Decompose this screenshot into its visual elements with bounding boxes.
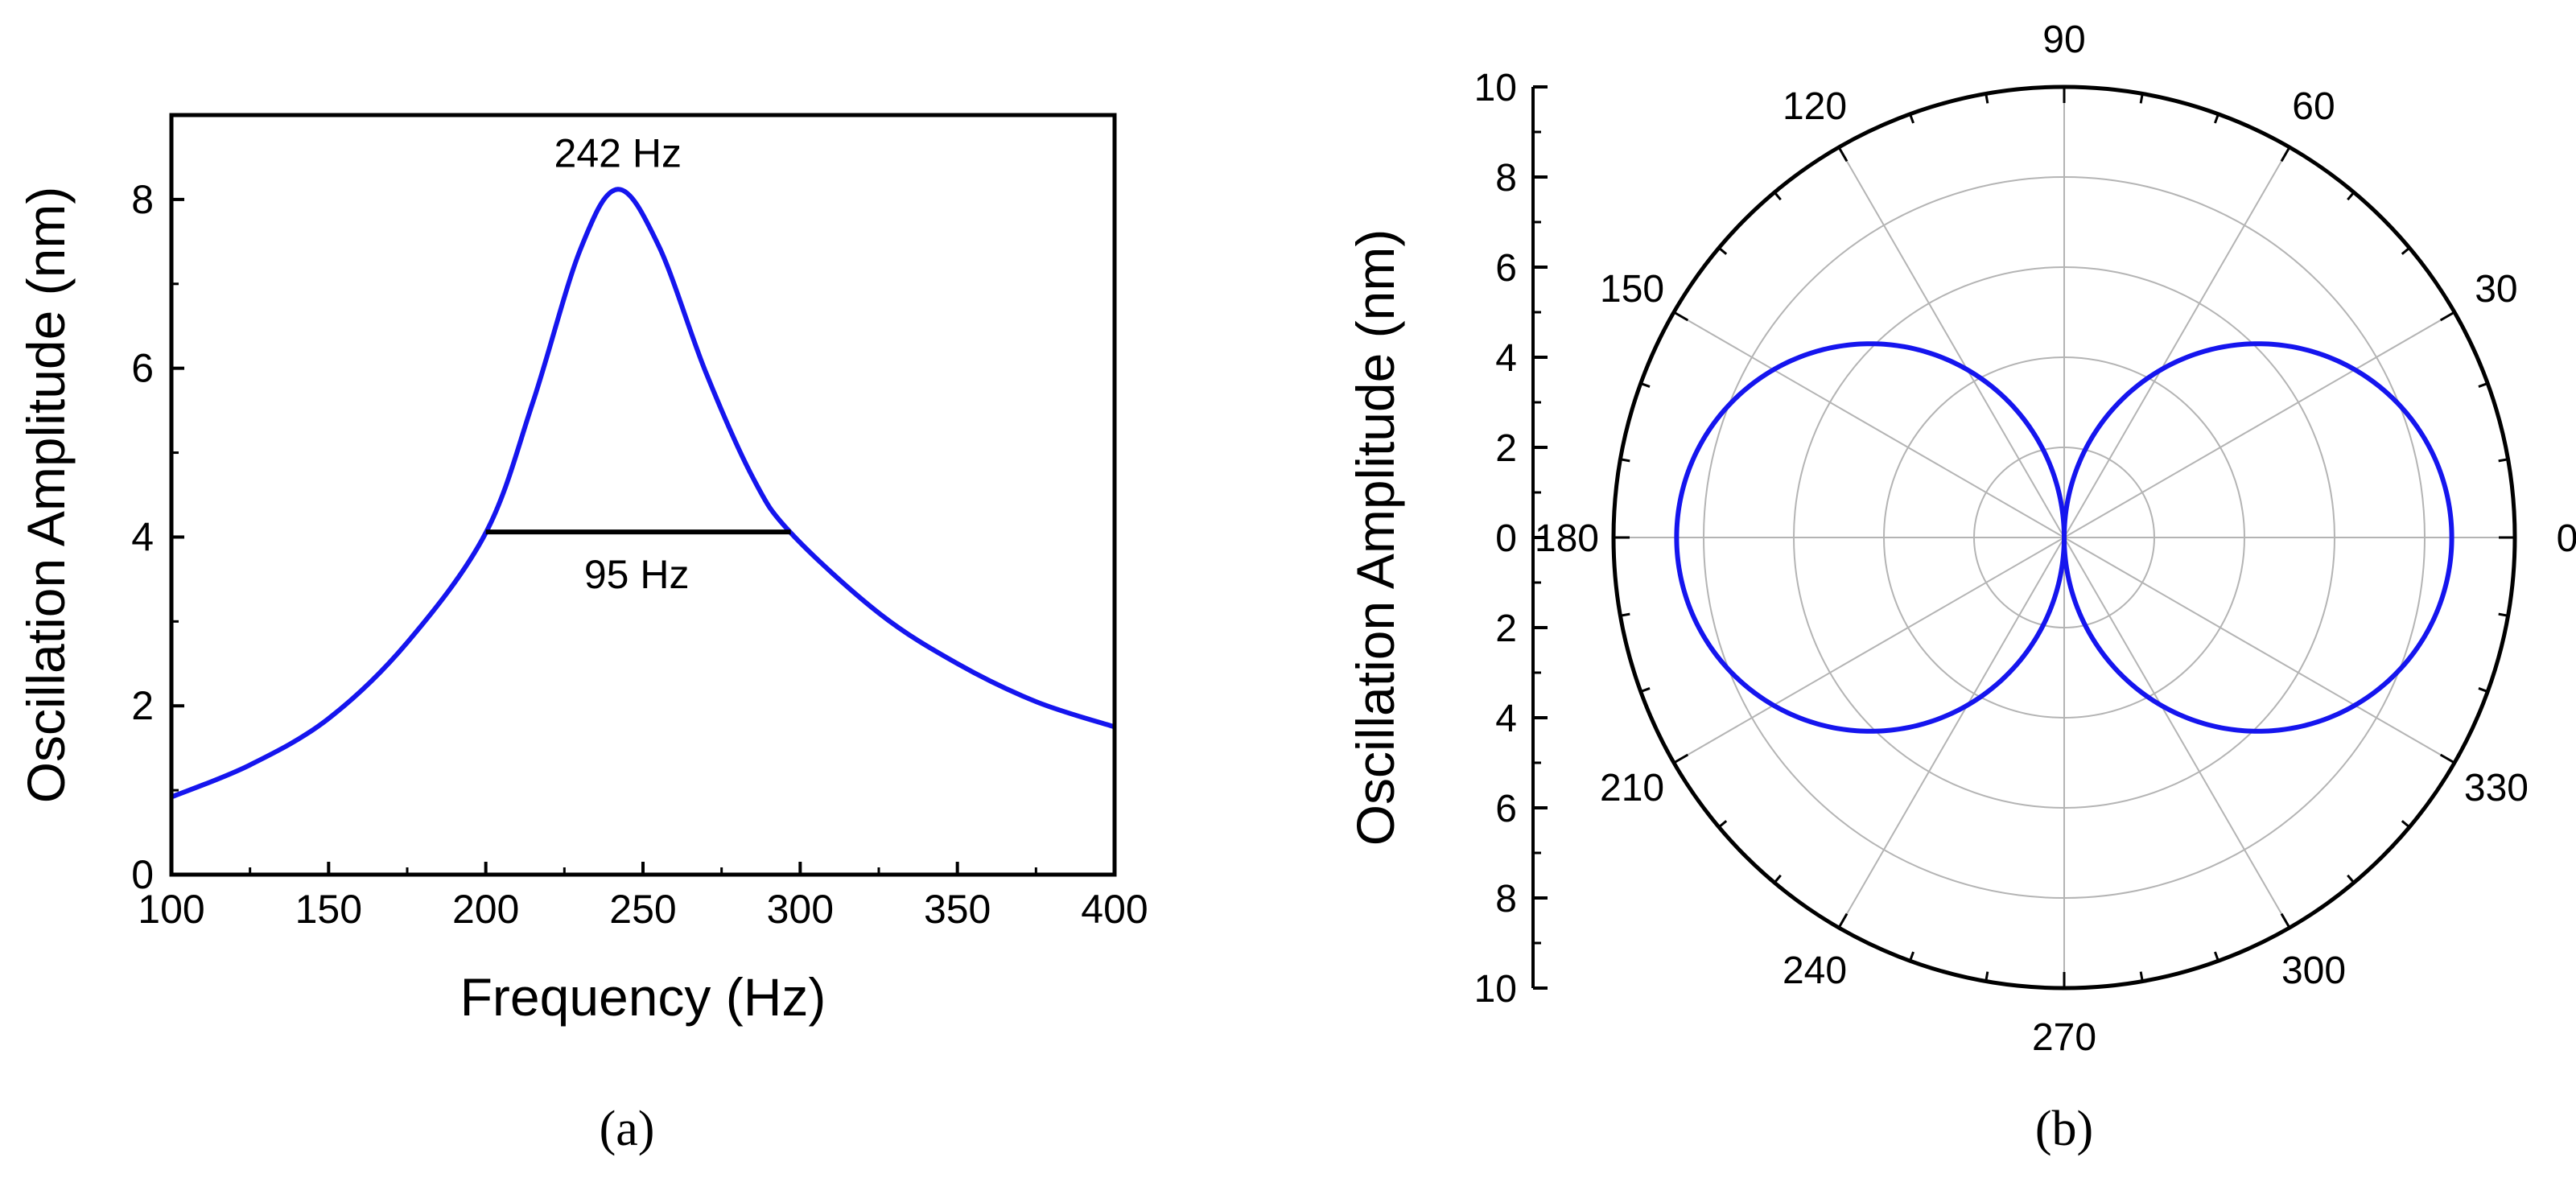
b-spoke-line: [2063, 537, 2455, 764]
b-angle-tick: [2478, 687, 2488, 693]
b-radial-tick-label: 2: [1495, 607, 1517, 650]
b-angle-tick: [2401, 820, 2410, 829]
a-axis-ticks: [170, 197, 1116, 876]
b-series-line: [1674, 341, 2454, 734]
b-angle-label: 120: [1783, 85, 1847, 128]
b-angle-tick: [1909, 113, 1914, 124]
b-radial-tick-label: 10: [1474, 67, 1517, 109]
b-radial-tick-label: 10: [1474, 968, 1517, 1011]
b-grid-ring: [1793, 266, 2335, 809]
b-angle-tick: [1640, 382, 1651, 388]
b-angle-tick: [1620, 458, 1630, 463]
b-angle-tick: [1773, 874, 1782, 883]
b-radial-tick-label: 4: [1495, 337, 1517, 380]
b-angle-tick: [2401, 246, 2410, 255]
b-angle-label: 60: [2292, 85, 2335, 128]
b-radial-tick-label: 0: [1495, 517, 1517, 560]
b-angle-label: 90: [2042, 19, 2085, 61]
a-x-axis-label: Frequency (Hz): [460, 967, 826, 1027]
a-x-tick-label: 200: [452, 887, 519, 932]
a-y-tick-label: 4: [131, 514, 154, 559]
a-x-tick-label: 100: [138, 887, 204, 932]
a-y-axis-label: Oscillation Amplitude (nm): [16, 187, 76, 804]
a-peak-annotation: 242 Hz: [554, 130, 682, 175]
b-angle-label: 330: [2464, 767, 2529, 809]
b-angle-label: 30: [2475, 268, 2517, 311]
b-angle-tick: [2439, 311, 2455, 322]
b-spoke-line: [1838, 146, 2065, 538]
b-grid-ring: [1973, 447, 2155, 628]
b-angle-labels: 0 30 60 90 120 150 180 210 240 270 300 330: [1535, 19, 2576, 1059]
b-angle-label: 210: [1600, 767, 1664, 809]
b-angle-tick: [2439, 753, 2455, 764]
b-y-axis-label: Oscillation Amplitude (nm): [1346, 229, 1405, 846]
a-tick-labels: 100 150 200 250 300 350 400 0 2 4 6 8: [131, 177, 1148, 932]
b-caption: (b): [2035, 1102, 2093, 1156]
a-width-annotation: 95 Hz: [584, 552, 690, 597]
b-spoke-line: [2063, 146, 2290, 538]
b-radial-axis: [1531, 85, 1548, 990]
b-angle-tick: [1718, 820, 1728, 829]
b-angle-tick: [2139, 93, 2144, 104]
b-angle-tick: [1985, 93, 1989, 104]
b-angle-tick: [2214, 951, 2219, 962]
b-angle-tick: [2347, 874, 2355, 883]
b-radial-tick-label: 6: [1495, 247, 1517, 290]
b-radial-tick-label: 2: [1495, 427, 1517, 470]
a-y-tick-label: 2: [131, 683, 154, 728]
b-angle-tick: [1985, 971, 1989, 982]
b-angle-label: 240: [1783, 949, 1847, 992]
b-angle-tick: [2498, 612, 2508, 617]
a-y-tick-label: 8: [131, 177, 154, 222]
b-radial-tick-label: 8: [1495, 878, 1517, 920]
b-angle-tick: [2280, 146, 2291, 163]
b-polar-grid: [1611, 84, 2517, 990]
a-plot-frame: [169, 113, 1117, 877]
a-x-tick-label: 150: [295, 887, 362, 932]
b-spoke-line: [1673, 537, 2065, 764]
a-series-line: [170, 187, 1115, 800]
b-angle-tick: [1673, 311, 1689, 322]
a-x-tick-label: 300: [767, 887, 834, 932]
b-spoke-line: [1838, 537, 2065, 929]
b-radial-tick-label: 6: [1495, 788, 1517, 830]
b-spoke-line: [1673, 311, 2065, 538]
a-y-tick-label: 6: [131, 346, 154, 391]
b-angle-tick: [1773, 192, 1782, 201]
b-angle-label: 270: [2032, 1016, 2096, 1059]
b-angle-tick: [1909, 951, 1914, 962]
a-x-tick-label: 350: [924, 887, 991, 932]
b-angle-tick: [2280, 912, 2291, 929]
a-x-tick-label: 250: [609, 887, 676, 932]
b-radial-tick-label: 8: [1495, 157, 1517, 200]
b-angle-label: 300: [2281, 949, 2346, 992]
b-angle-label: 0: [2557, 517, 2576, 560]
b-angle-tick: [1640, 687, 1651, 693]
b-angle-tick: [2498, 458, 2508, 463]
b-angle-tick: [2478, 382, 2488, 388]
panel-b-polar-chart: 10 8 6 4 2 0 2 4 6 8 10 0 30 60 90 120 150 180 210 240 270 3…: [1346, 19, 2576, 1156]
b-angle-tick: [2347, 192, 2355, 201]
b-spoke-line: [2063, 537, 2290, 929]
b-radial-tick-label: 4: [1495, 698, 1517, 740]
b-angle-label: 150: [1600, 268, 1664, 311]
b-angle-tick: [1837, 912, 1849, 929]
b-grid-ring: [1703, 176, 2426, 899]
b-angle-tick: [1837, 146, 1849, 163]
b-angle-label: 180: [1535, 517, 1599, 560]
b-angle-tick: [1673, 753, 1689, 764]
a-x-tick-label: 400: [1081, 887, 1148, 932]
b-angle-tick: [1620, 612, 1630, 617]
b-radial-tick-labels: 10 8 6 4 2 0 2 4 6 8 10: [1474, 67, 1517, 1011]
a-y-tick-label: 0: [131, 852, 154, 897]
b-grid-ring: [1883, 356, 2245, 719]
a-caption: (a): [600, 1102, 655, 1156]
b-angle-tick: [1718, 246, 1728, 255]
b-angle-tick: [2139, 971, 2144, 982]
b-spoke-line: [2063, 311, 2455, 538]
b-angle-tick: [2214, 113, 2219, 124]
